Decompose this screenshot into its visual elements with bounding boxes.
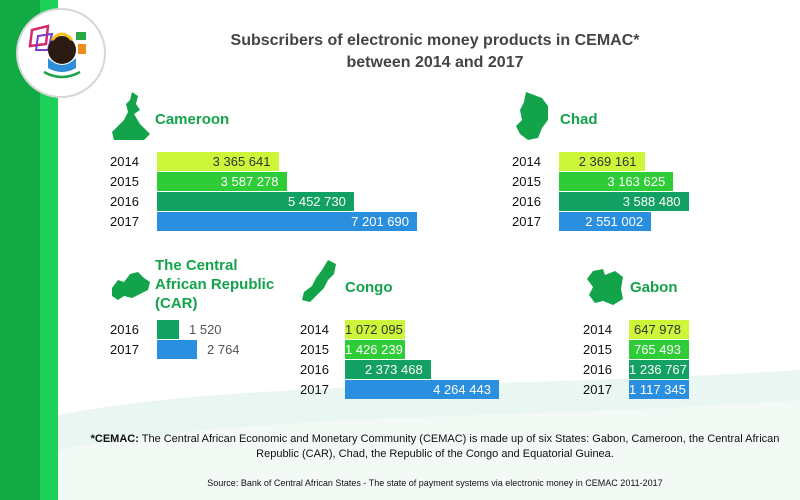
footnote-label: *CEMAC:	[90, 433, 139, 445]
bar-chad-2015	[559, 172, 674, 191]
title-line-1: Subscribers of electronic money products…	[230, 32, 640, 49]
bar-chad-2016	[559, 192, 689, 211]
value-label-congo-2017: 4 264 443	[433, 382, 491, 397]
bar-congo-2015	[345, 340, 405, 359]
bar-cameroon-2015	[157, 172, 287, 191]
value-label-cameroon-2016: 5 452 730	[288, 194, 346, 209]
car-name-line-3: (CAR)	[155, 295, 198, 312]
car-name-line-2: African Republic	[155, 276, 275, 293]
bar-congo-2017	[345, 380, 499, 399]
bar-congo-2016	[345, 360, 431, 379]
country-name-congo: Congo	[345, 279, 393, 296]
footnote: *CEMAC: The Central African Economic and…	[90, 432, 780, 462]
value-label-gabon-2016: 1 236 767	[629, 362, 687, 377]
value-label-chad-2015: 3 163 625	[607, 174, 666, 189]
bar-car-2016	[157, 320, 179, 339]
value-label-cameroon-2017: 7 201 690	[351, 214, 409, 229]
country-name-car: The Central African Republic (CAR)	[155, 256, 274, 313]
value-label-cameroon-2015: 3 587 278	[220, 174, 279, 189]
year-label-cameroon-2016: 2016	[110, 194, 139, 209]
value-label-congo-2014: 1 072 095	[345, 322, 403, 337]
value-label-gabon-2015: 765 493	[634, 342, 681, 357]
chart-title: Subscribers of electronic money products…	[180, 30, 690, 74]
year-label-chad-2014: 2014	[512, 154, 541, 169]
bar-cameroon-2016	[157, 192, 354, 211]
year-label-gabon-2016: 2016	[583, 362, 612, 377]
bar-car-2017	[157, 340, 197, 359]
footnote-text: The Central African Economic and Monetar…	[138, 433, 780, 460]
country-name-cameroon: Cameroon	[155, 111, 230, 128]
year-label-gabon-2017: 2017	[583, 382, 612, 397]
bar-gabon-2015	[629, 340, 689, 359]
year-label-cameroon-2015: 2015	[110, 174, 139, 189]
year-label-congo-2014: 2014	[300, 322, 329, 337]
year-label-cameroon-2017: 2017	[110, 214, 139, 229]
year-label-chad-2015: 2015	[512, 174, 541, 189]
congo-map-icon	[302, 260, 336, 302]
logo	[16, 8, 106, 98]
year-label-chad-2017: 2017	[512, 214, 541, 229]
bar-gabon-2014	[629, 320, 689, 339]
year-label-car-2016: 2016	[110, 322, 139, 337]
source-note: Source: Bank of Central African States -…	[207, 478, 663, 488]
background-wave	[58, 370, 800, 500]
value-label-cameroon-2014: 3 365 641	[212, 154, 271, 169]
year-label-gabon-2014: 2014	[583, 322, 612, 337]
value-label-gabon-2014: 647 978	[634, 322, 681, 337]
bar-chad-2017	[559, 212, 652, 231]
cameroon-map-icon	[112, 92, 150, 140]
gabon-map-icon	[587, 269, 623, 305]
value-label-congo-2015: 1 426 239	[345, 342, 403, 357]
value-label-chad-2016: 3 588 480	[622, 194, 681, 209]
value-label-chad-2017: 2 551 002	[585, 214, 644, 229]
value-label-congo-2016: 2 373 468	[364, 362, 423, 377]
bar-gabon-2017	[629, 380, 689, 399]
car-name-line-1: The Central	[155, 257, 238, 274]
year-label-chad-2016: 2016	[512, 194, 541, 209]
year-label-congo-2015: 2015	[300, 342, 329, 357]
year-label-car-2017: 2017	[110, 342, 139, 357]
year-label-congo-2016: 2016	[300, 362, 329, 377]
bar-gabon-2016	[629, 360, 689, 379]
bar-congo-2014	[345, 320, 405, 339]
bar-chad-2014	[559, 152, 645, 171]
year-label-congo-2017: 2017	[300, 382, 329, 397]
value-label-car-2017: 2 764	[207, 342, 240, 357]
value-label-car-2016: 1 520	[189, 322, 222, 337]
bar-cameroon-2017	[157, 212, 417, 231]
year-label-gabon-2015: 2015	[583, 342, 612, 357]
value-label-gabon-2017: 1 117 345	[629, 382, 686, 397]
year-label-cameroon-2014: 2014	[110, 154, 139, 169]
country-name-chad: Chad	[560, 111, 598, 128]
value-label-chad-2014: 2 369 161	[578, 154, 637, 169]
title-line-2: between 2014 and 2017	[346, 54, 524, 71]
country-name-gabon: Gabon	[630, 279, 678, 296]
bar-cameroon-2014	[157, 152, 279, 171]
sidebar-light-stripe	[40, 0, 58, 500]
car-map-icon	[112, 272, 150, 300]
chad-map-icon	[516, 92, 548, 140]
